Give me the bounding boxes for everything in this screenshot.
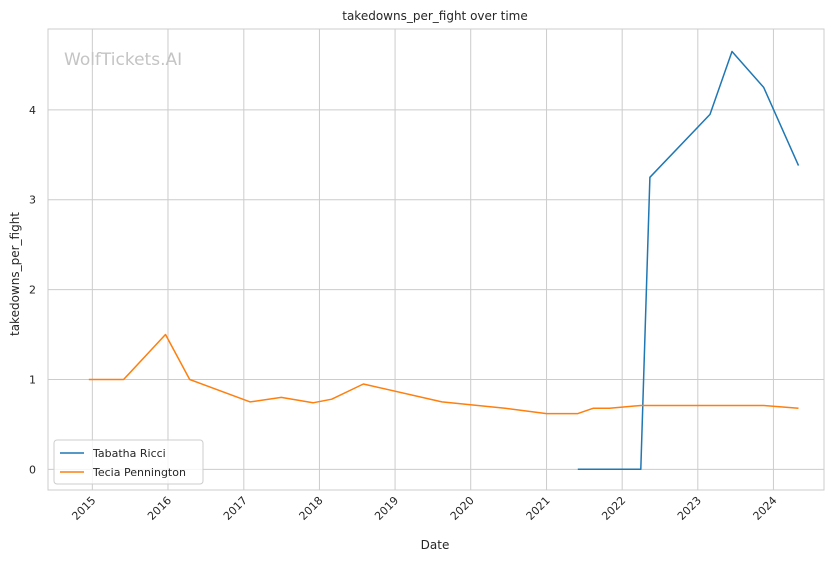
- y-tick-label-0: 0: [29, 463, 36, 476]
- y-axis-label: takedowns_per_fight: [8, 212, 22, 336]
- chart-title: takedowns_per_fight over time: [342, 9, 528, 23]
- y-tick-label-4: 4: [29, 104, 36, 117]
- watermark: WolfTickets.AI: [64, 50, 182, 70]
- y-tick-label-3: 3: [29, 194, 36, 207]
- legend-box: [53, 439, 204, 485]
- plot-area-frame: [47, 28, 825, 491]
- grid-lines: [48, 29, 824, 490]
- legend-label-tecia-pennington: Tecia Pennington: [92, 466, 186, 479]
- series-line-tecia-pennington: [88, 333, 799, 415]
- legend-label-tabatha-ricci: Tabatha Ricci: [92, 447, 166, 460]
- y-axis-ticks: 0 1 2 3 4: [29, 104, 36, 476]
- y-tick-label-1: 1: [29, 373, 36, 386]
- series-lines: [88, 50, 800, 471]
- legend: Tabatha Ricci Tecia Pennington: [53, 439, 204, 485]
- x-axis-label: Date: [421, 538, 450, 552]
- series-line-tabatha-ricci: [577, 50, 800, 471]
- y-tick-label-2: 2: [29, 284, 36, 297]
